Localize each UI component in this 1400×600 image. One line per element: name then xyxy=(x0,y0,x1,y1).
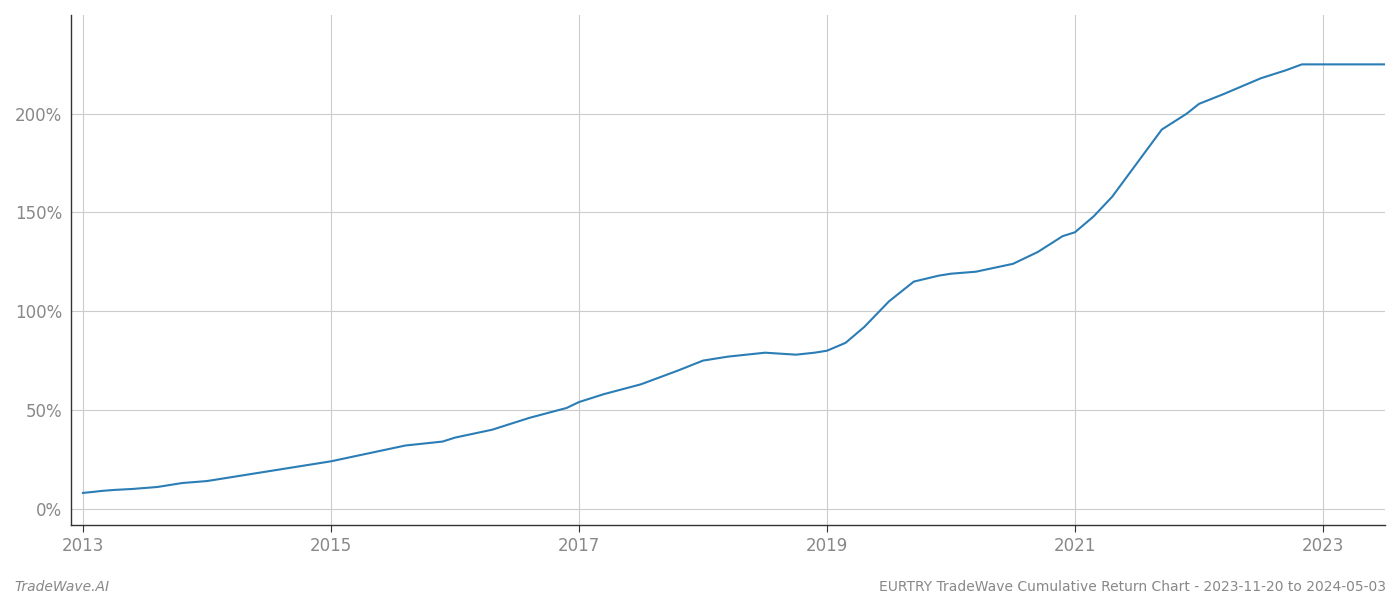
Text: EURTRY TradeWave Cumulative Return Chart - 2023-11-20 to 2024-05-03: EURTRY TradeWave Cumulative Return Chart… xyxy=(879,580,1386,594)
Text: TradeWave.AI: TradeWave.AI xyxy=(14,580,109,594)
